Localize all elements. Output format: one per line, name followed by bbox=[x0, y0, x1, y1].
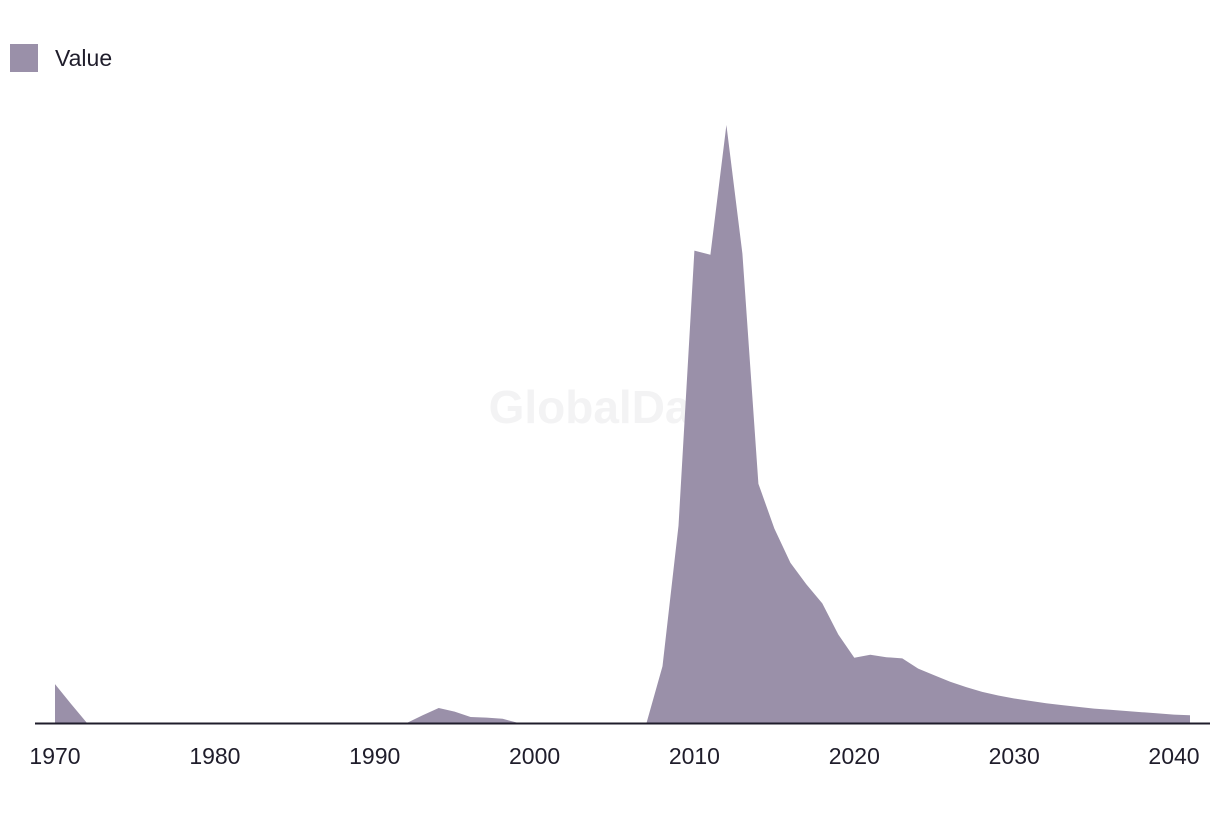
x-tick-label: 1980 bbox=[189, 743, 240, 769]
x-tick-label: 2040 bbox=[1148, 743, 1199, 769]
legend-swatch bbox=[10, 44, 38, 72]
x-tick-label: 1970 bbox=[29, 743, 80, 769]
x-tick-label: 2000 bbox=[509, 743, 560, 769]
x-tick-label: 2030 bbox=[989, 743, 1040, 769]
x-tick-label: 2010 bbox=[669, 743, 720, 769]
legend: Value bbox=[10, 44, 112, 72]
legend-label: Value bbox=[55, 44, 113, 71]
x-tick-label: 2020 bbox=[829, 743, 880, 769]
area-series-0 bbox=[55, 125, 1190, 723]
x-tick-label: 1990 bbox=[349, 743, 400, 769]
